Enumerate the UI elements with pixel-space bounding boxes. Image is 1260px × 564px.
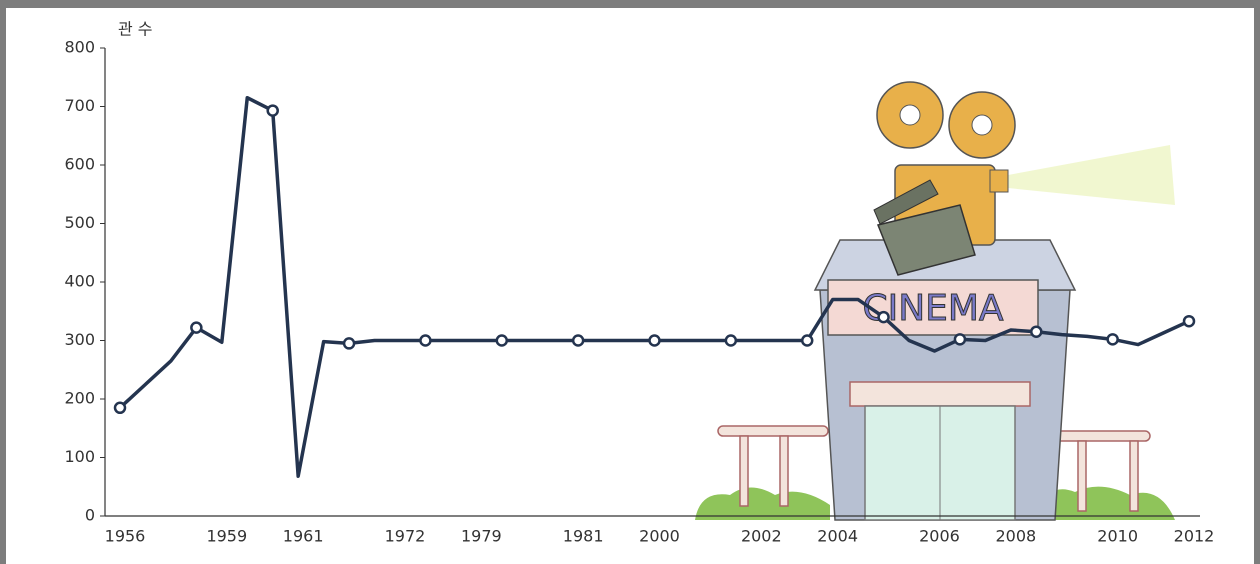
x-tick-label: 1972 <box>385 527 426 546</box>
data-point <box>1182 314 1196 328</box>
y-tick-label: 500 <box>64 213 95 232</box>
x-tick-label: 1981 <box>563 527 604 546</box>
data-point <box>1030 325 1043 338</box>
x-tick-label: 1961 <box>283 527 324 546</box>
data-point <box>724 334 738 347</box>
data-point <box>342 337 356 350</box>
data-point <box>877 310 890 324</box>
x-tick-label: 1979 <box>461 527 502 546</box>
x-tick-label: 2004 <box>817 527 858 546</box>
y-tick-label: 300 <box>64 330 95 349</box>
y-tick-label: 600 <box>64 155 95 174</box>
data-point <box>953 333 967 346</box>
y-tick-label: 800 <box>64 38 95 57</box>
y-axis-title: 관 수 <box>118 20 153 39</box>
y-tick-label: 0 <box>85 506 95 525</box>
data-point <box>113 401 127 415</box>
data-point <box>571 334 585 347</box>
x-tick-label: 2000 <box>639 527 680 546</box>
x-tick-label: 1959 <box>206 527 247 546</box>
x-tick-label: 2006 <box>919 527 960 546</box>
data-point <box>648 334 661 347</box>
data-point <box>419 334 432 347</box>
cinema-illustration: CINEMA <box>695 81 1175 521</box>
y-tick-label: 100 <box>64 447 95 466</box>
y-tick-label: 700 <box>64 96 95 115</box>
x-tick-label: 2008 <box>995 527 1036 546</box>
data-point <box>1106 333 1119 346</box>
x-tick-label: 2012 <box>1174 527 1215 546</box>
x-tick-label: 2010 <box>1097 527 1138 546</box>
data-point <box>495 334 509 347</box>
y-tick-label: 400 <box>64 272 95 291</box>
x-tick-label: 1956 <box>105 527 146 546</box>
data-point <box>800 334 814 347</box>
data-point <box>266 104 279 117</box>
y-tick-label: 200 <box>64 389 95 408</box>
data-point <box>190 321 203 334</box>
x-tick-label: 2002 <box>741 527 782 546</box>
